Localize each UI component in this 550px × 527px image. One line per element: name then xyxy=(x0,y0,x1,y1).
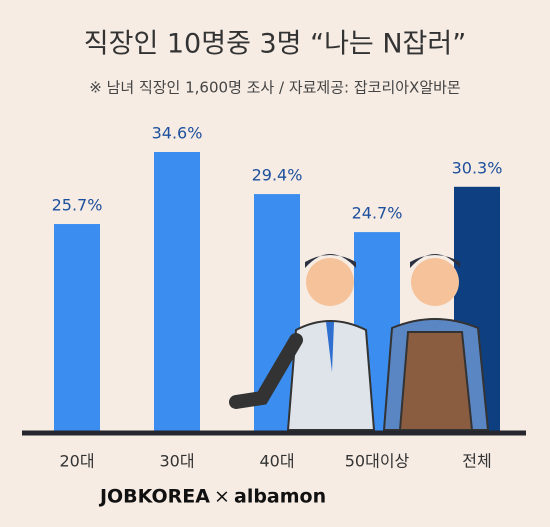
bar xyxy=(154,152,200,432)
person-head xyxy=(306,258,354,306)
bar xyxy=(54,224,100,432)
footer-separator: × xyxy=(214,486,230,508)
person-body xyxy=(286,320,376,431)
x-tick-label: 20대 xyxy=(59,452,94,471)
value-label: 29.4% xyxy=(252,166,303,185)
footer-brand: JOBKOREA xyxy=(98,486,210,508)
person-hair xyxy=(305,254,356,268)
x-tick-label: 30대 xyxy=(159,452,194,471)
person-hair xyxy=(410,254,460,268)
person-arm xyxy=(229,333,303,409)
person-head xyxy=(411,258,459,306)
value-label: 25.7% xyxy=(52,196,103,215)
person-apron xyxy=(398,331,474,431)
illustration xyxy=(229,254,490,431)
value-label: 24.7% xyxy=(352,204,403,223)
chart-title: 직장인 10명중 3명 “나는 N잡러” xyxy=(84,29,466,60)
x-tick-label: 전체 xyxy=(462,452,491,471)
value-label: 30.3% xyxy=(452,158,503,177)
category-labels: 20대 30대 40대 50대이상 전체 xyxy=(59,452,491,471)
person-tie xyxy=(326,322,334,372)
value-label: 34.6% xyxy=(152,124,203,143)
footer-brand: albamon xyxy=(234,486,326,508)
chart-subtitle: ※ 남녀 직장인 1,600명 조사 / 자료제공: 잡코리아X알바몬 xyxy=(89,79,460,97)
x-tick-label: 40대 xyxy=(259,452,294,471)
x-tick-label: 50대이상 xyxy=(345,452,410,471)
